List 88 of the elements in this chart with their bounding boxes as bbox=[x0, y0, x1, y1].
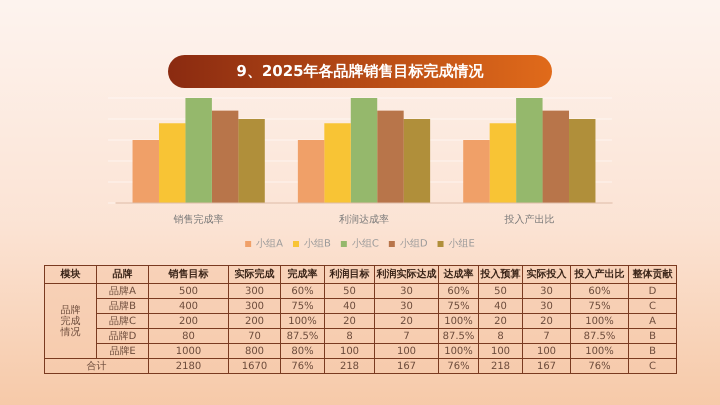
text: 76% bbox=[291, 360, 314, 372]
text: 80 bbox=[182, 330, 195, 342]
text: 75% bbox=[588, 300, 611, 312]
text: 87.5% bbox=[442, 330, 474, 342]
text: B bbox=[649, 330, 656, 342]
text: 品牌完成情况 bbox=[44, 284, 96, 358]
text: 218 bbox=[340, 360, 360, 372]
category-label: 销售目标 bbox=[148, 266, 228, 284]
text: 20 bbox=[400, 316, 413, 326]
text: D bbox=[648, 286, 656, 296]
category-label: 品牌A bbox=[109, 286, 136, 296]
category-label: 投入预算 bbox=[478, 266, 522, 284]
text: 100 bbox=[396, 346, 416, 356]
text: 800 bbox=[244, 346, 264, 356]
x-tick-label: 投入产出比 bbox=[503, 214, 554, 226]
category-label: 品牌E bbox=[109, 346, 136, 356]
text: 8 bbox=[497, 330, 504, 342]
category-label: 利润实际达成 bbox=[374, 266, 438, 284]
text: 1000 bbox=[176, 346, 202, 356]
text: 7 bbox=[403, 330, 410, 342]
category-label: 完成率 bbox=[280, 266, 324, 284]
text: 100% bbox=[585, 346, 614, 356]
text: 200 bbox=[178, 316, 198, 326]
text: 100% bbox=[444, 316, 473, 326]
text: 76% bbox=[588, 360, 611, 372]
legend-label: 小组A bbox=[256, 238, 284, 250]
text: 70 bbox=[248, 330, 261, 342]
text: 76% bbox=[447, 360, 470, 372]
text: 30 bbox=[400, 300, 413, 312]
text: 20 bbox=[540, 316, 553, 326]
text: 7 bbox=[543, 330, 550, 342]
text: 167 bbox=[396, 360, 416, 372]
legend-label: 小组C bbox=[352, 238, 379, 250]
text: 300 bbox=[244, 286, 264, 296]
text: A bbox=[649, 316, 656, 326]
text: 100 bbox=[536, 346, 556, 356]
category-label: 品牌 bbox=[96, 266, 148, 284]
text: 8 bbox=[346, 330, 353, 342]
text: 30 bbox=[400, 286, 413, 296]
text: 100% bbox=[585, 316, 614, 326]
category-label: 合计 bbox=[86, 360, 106, 372]
text: 40 bbox=[343, 300, 356, 312]
category-label: 整体贡献 bbox=[628, 266, 676, 284]
text: 30 bbox=[540, 286, 553, 296]
text: 100 bbox=[340, 346, 360, 356]
text: 167 bbox=[536, 360, 556, 372]
text: 100 bbox=[490, 346, 510, 356]
category-label: 实际完成 bbox=[228, 266, 280, 284]
category-label: 实际投入 bbox=[522, 266, 570, 284]
chart-title: 9、2025年各品牌销售目标完成情况 bbox=[168, 55, 552, 88]
text: 500 bbox=[178, 286, 198, 296]
text: B bbox=[649, 346, 656, 356]
text: 300 bbox=[244, 300, 264, 312]
text: 400 bbox=[178, 300, 198, 312]
text: 75% bbox=[291, 300, 314, 312]
text: 218 bbox=[490, 360, 510, 372]
text: 2180 bbox=[176, 360, 202, 372]
x-tick-label: 销售完成率 bbox=[172, 214, 224, 226]
category-label: 品牌B bbox=[109, 300, 136, 312]
x-tick-label: 利润达成率 bbox=[339, 214, 389, 226]
text: C bbox=[649, 360, 656, 372]
text: 100% bbox=[288, 316, 317, 326]
text: 100% bbox=[444, 346, 473, 356]
text: 75% bbox=[447, 300, 470, 312]
text: 60% bbox=[291, 286, 314, 296]
text: 80% bbox=[291, 346, 314, 356]
category-label: 达成率 bbox=[438, 266, 478, 284]
category-label: 投入产出比 bbox=[570, 266, 628, 284]
text: 50 bbox=[343, 286, 356, 296]
text: 20 bbox=[343, 316, 356, 326]
category-label: 模块 bbox=[44, 266, 96, 284]
text: 60% bbox=[588, 286, 611, 296]
text: 20 bbox=[494, 316, 507, 326]
text: 200 bbox=[244, 316, 264, 326]
text: 40 bbox=[494, 300, 507, 312]
text: 1670 bbox=[242, 360, 268, 372]
text: 60% bbox=[447, 286, 470, 296]
legend-label: 小组B bbox=[304, 238, 331, 250]
text: 50 bbox=[494, 286, 507, 296]
category-label: 品牌D bbox=[108, 330, 136, 342]
category-label: 品牌C bbox=[109, 316, 136, 326]
text: 30 bbox=[540, 300, 553, 312]
text: 87.5% bbox=[584, 330, 616, 342]
text: 87.5% bbox=[286, 330, 318, 342]
legend-label: 小组E bbox=[448, 238, 475, 250]
category-label: 利润目标 bbox=[324, 266, 374, 284]
text: C bbox=[649, 300, 656, 312]
legend-label: 小组D bbox=[400, 238, 428, 250]
